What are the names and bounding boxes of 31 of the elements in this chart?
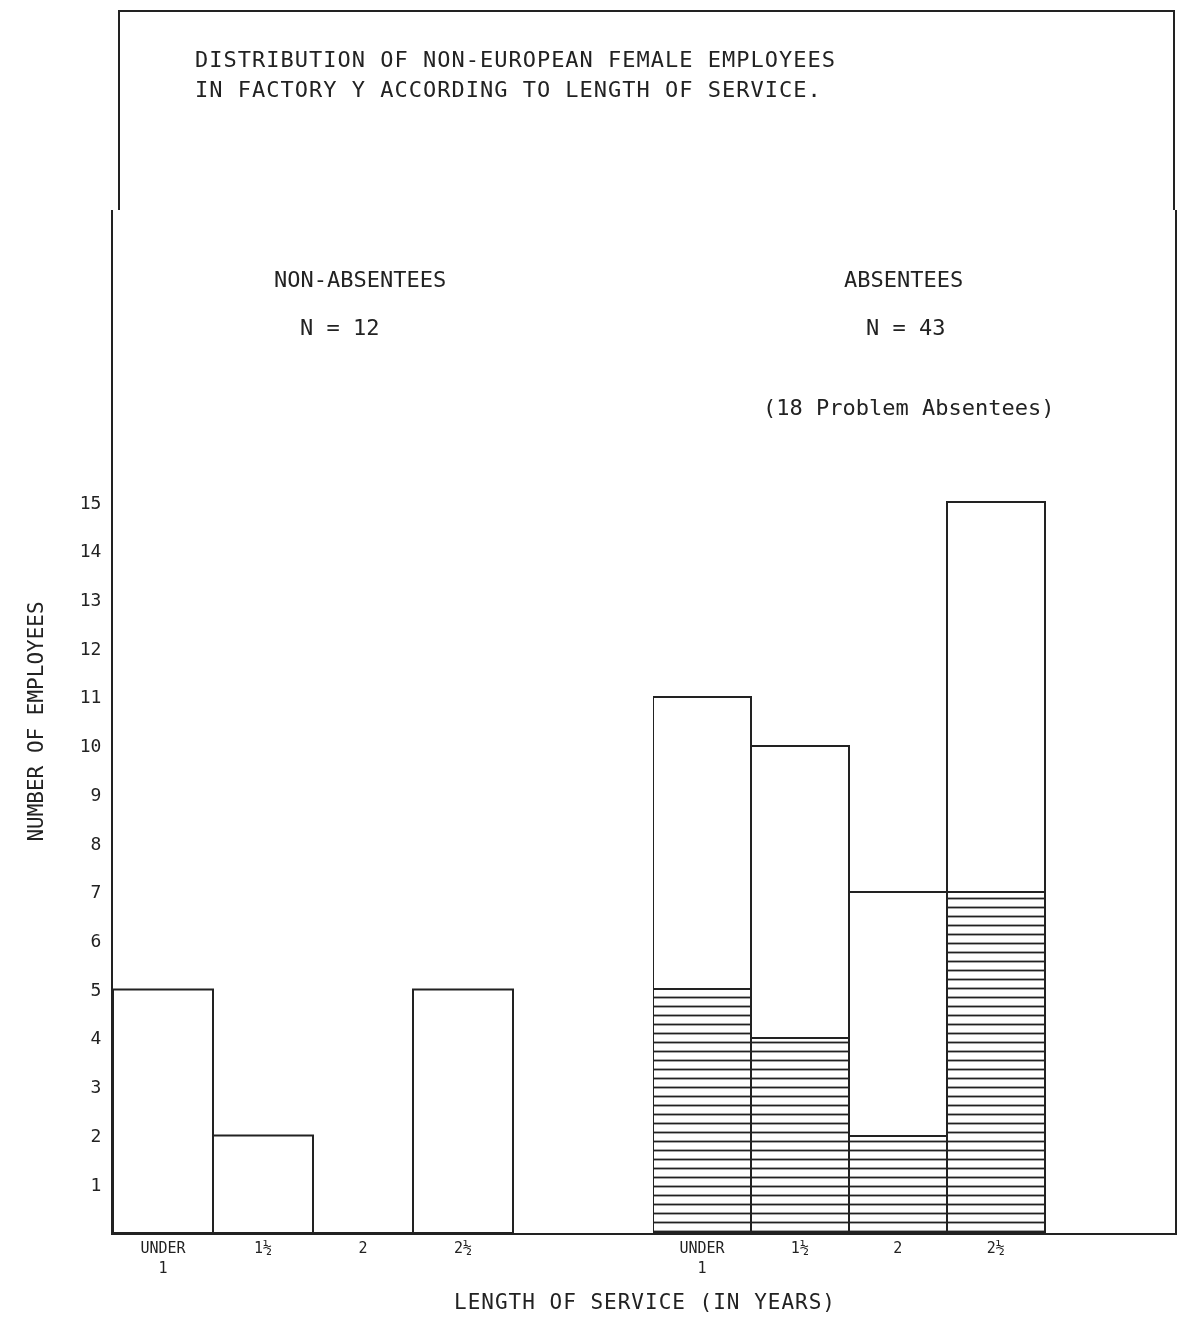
annotation: N = 12 xyxy=(300,315,380,340)
y-axis-title: NUMBER OF EMPLOYEES xyxy=(24,601,49,842)
x-tick-label: 1½ xyxy=(790,1239,809,1257)
x-tick-label: 1½ xyxy=(253,1239,273,1257)
chart-title: DISTRIBUTION OF NON-EUROPEAN FEMALE EMPLOYEES IN FACTORY Y ACCORDING TO LENGTH OF SERVICE. xyxy=(195,46,837,104)
y-tick-label: 7 xyxy=(90,881,102,903)
x-axis-title: LENGTH OF SERVICE (IN YEARS) xyxy=(453,1290,837,1314)
annotation: (18 Problem Absentees) xyxy=(763,395,1055,420)
y-tick-label: 14 xyxy=(79,540,102,562)
y-tick-label: 8 xyxy=(90,832,102,854)
y-tick-label: 2 xyxy=(90,1124,102,1146)
y-tick-label: 4 xyxy=(90,1027,102,1049)
x-tick-label: 2 xyxy=(893,1239,903,1257)
y-tick-label: 1 xyxy=(90,1173,102,1195)
annotation: N = 43 xyxy=(866,315,946,340)
y-tick-label: 13 xyxy=(79,589,102,611)
y-tick-label: 5 xyxy=(90,978,102,1000)
text: NON-ABSENTEES xyxy=(274,267,447,292)
x-tick-label: UNDER 1 xyxy=(679,1239,726,1277)
y-tick-label: 6 xyxy=(90,930,102,952)
text: ABSENTEES xyxy=(844,267,964,292)
x-tick-label: 2 xyxy=(358,1239,368,1257)
x-tick-label: UNDER 1 xyxy=(140,1239,187,1277)
y-tick-label: 9 xyxy=(90,783,102,805)
y-tick-label: 12 xyxy=(79,637,102,659)
y-tick-label: 10 xyxy=(79,735,102,757)
y-tick-label: 3 xyxy=(90,1076,102,1098)
x-tick-label: 2½ xyxy=(453,1239,473,1257)
y-tick-label: 11 xyxy=(79,686,102,708)
x-tick-label: 2½ xyxy=(986,1239,1005,1257)
y-tick-label: 15 xyxy=(79,491,102,513)
